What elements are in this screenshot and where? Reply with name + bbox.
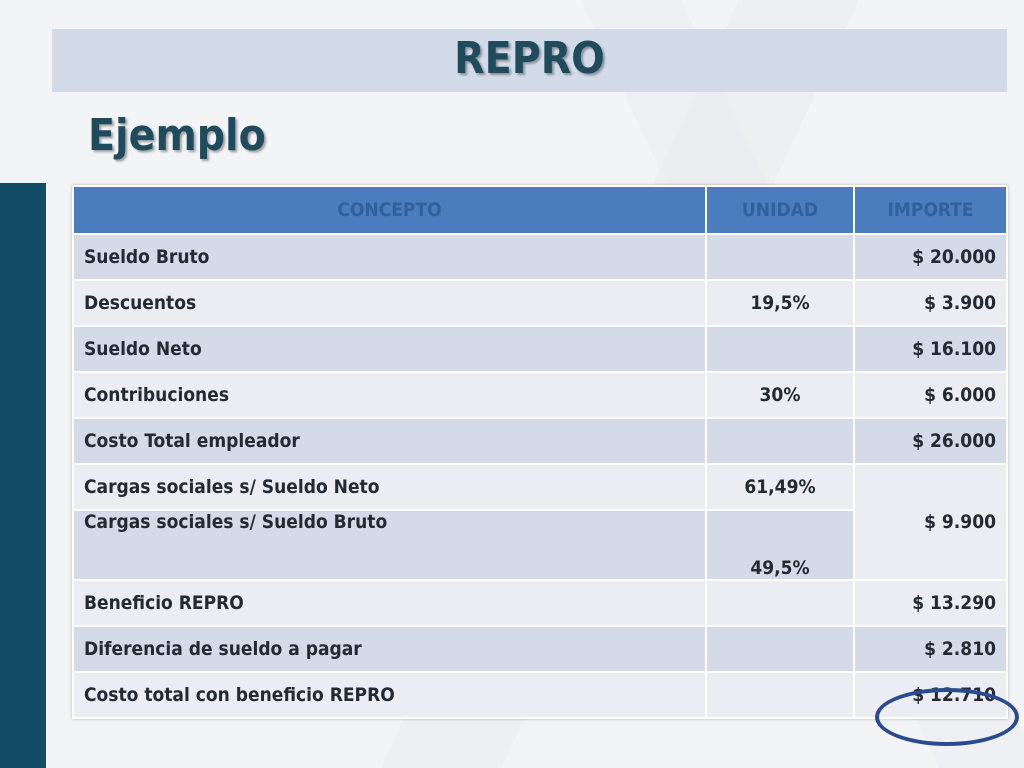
unit-cell: 49,5% [705, 509, 855, 581]
table-row: Sueldo Bruto $ 20.000 [72, 233, 1008, 281]
concept-cell: Costo total con beneficio REPRO [72, 671, 707, 719]
table-row: Contribuciones 30% $ 6.000 [72, 371, 1008, 419]
table-row: Beneficio REPRO $ 13.290 [72, 579, 1008, 627]
unit-cell: 61,49% [705, 463, 855, 511]
amount-cell: $ 2.810 [853, 625, 1008, 673]
table-row: Diferencia de sueldo a pagar $ 2.810 [72, 625, 1008, 673]
concept-cell: Sueldo Bruto [72, 233, 707, 281]
table-row: Costo total con beneficio REPRO $ 12.710 [72, 671, 1008, 719]
slide-subtitle: Ejemplo [88, 110, 266, 161]
side-accent-bar [0, 183, 46, 768]
unit-cell: 30% [705, 371, 855, 419]
concept-cell: Sueldo Neto [72, 325, 707, 373]
unit-cell: 19,5% [705, 279, 855, 327]
amount-cell: $ 6.000 [853, 371, 1008, 419]
concept-cell: Descuentos [72, 279, 707, 327]
table-row: Costo Total empleador $ 26.000 [72, 417, 1008, 465]
amount-cell: $ 16.100 [853, 325, 1008, 373]
repro-example-table: CONCEPTO UNIDAD IMPORTE Sueldo Bruto $ 2… [72, 185, 1008, 719]
concept-cell: Contribuciones [72, 371, 707, 419]
table-row: Cargas sociales s/ Sueldo Bruto 49,5% [72, 509, 1007, 581]
table-row: Cargas sociales s/ Sueldo Neto 61,49% $ … [72, 463, 1008, 581]
column-header-importe: IMPORTE [853, 185, 1008, 235]
unit-cell [705, 233, 855, 281]
table-row: Descuentos 19,5% $ 3.900 [72, 279, 1008, 327]
title-banner: REPRO [52, 29, 1007, 92]
concept-cell: Cargas sociales s/ Sueldo Neto [72, 463, 707, 511]
unit-cell [705, 417, 855, 465]
amount-cell-merged: $ 9.900 [853, 463, 1008, 581]
table-row: Sueldo Neto $ 16.100 [72, 325, 1008, 373]
concept-cell: Cargas sociales s/ Sueldo Bruto [72, 509, 707, 581]
amount-cell: $ 26.000 [853, 417, 1008, 465]
amount-cell: $ 3.900 [853, 279, 1008, 327]
slide-title: REPRO [454, 33, 605, 84]
concept-cell: Diferencia de sueldo a pagar [72, 625, 707, 673]
amount-cell: $ 13.290 [853, 579, 1008, 627]
amount-cell: $ 20.000 [853, 233, 1008, 281]
concept-cell: Beneficio REPRO [72, 579, 707, 627]
table-header-row: CONCEPTO UNIDAD IMPORTE [72, 185, 1008, 235]
amount-cell: $ 12.710 [853, 671, 1008, 719]
column-header-unidad: UNIDAD [705, 185, 855, 235]
concept-cell: Costo Total empleador [72, 417, 707, 465]
unit-cell [705, 625, 855, 673]
column-header-concepto: CONCEPTO [72, 185, 707, 235]
unit-cell [705, 579, 855, 627]
unit-cell [705, 671, 855, 719]
unit-cell [705, 325, 855, 373]
